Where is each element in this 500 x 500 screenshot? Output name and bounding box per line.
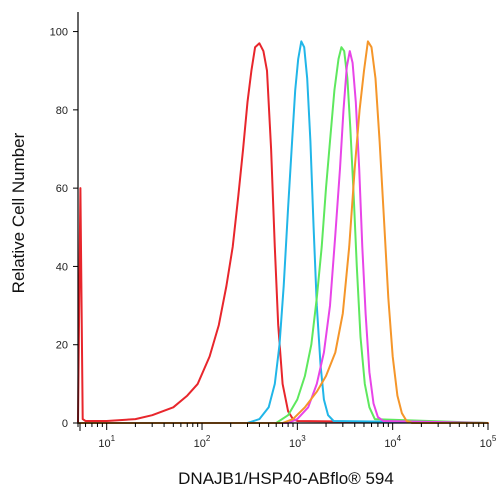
x-tick-label: 104 (384, 434, 401, 450)
series-line-5 (77, 40, 489, 424)
series-line-4 (77, 50, 489, 424)
x-tick-label: 105 (480, 434, 497, 450)
y-tick-label: 100 (50, 27, 68, 39)
y-tick-label: 0 (62, 418, 68, 430)
series-layer (77, 40, 489, 424)
series-line-3 (77, 46, 489, 424)
y-tick-label: 60 (56, 183, 68, 195)
y-axis-title: Relative Cell Number (9, 132, 28, 293)
plot-area: 0 20 40 60 80 100 101 102 103 104 105 (50, 12, 497, 450)
x-axis-title: DNAJB1/HSP40-ABflo® 594 (178, 469, 394, 488)
y-tick-label: 20 (56, 340, 68, 352)
y-tick-label: 40 (56, 261, 68, 273)
x-tick-label: 101 (98, 434, 115, 450)
ticks-layer: 0 20 40 60 80 100 101 102 103 104 105 (50, 27, 497, 450)
series-line-2 (77, 40, 489, 424)
y-tick-label: 80 (56, 105, 68, 117)
x-tick-label: 102 (194, 434, 211, 450)
x-tick-label: 103 (289, 434, 306, 450)
axes-layer (77, 12, 488, 431)
series-line-1 (77, 42, 489, 424)
